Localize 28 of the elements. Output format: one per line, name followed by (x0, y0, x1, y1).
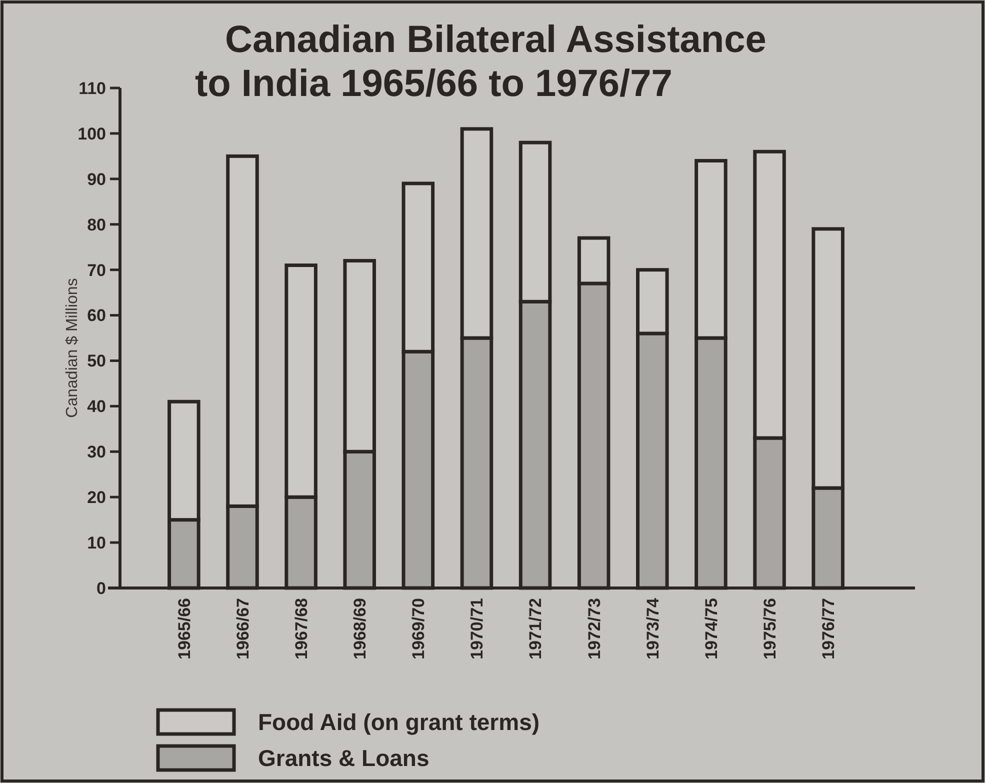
x-tick-label: 1975/76 (760, 598, 780, 660)
y-tick-label: 30 (87, 442, 106, 462)
x-tick-label: 1966/67 (233, 598, 252, 660)
y-axis-title: Canadian $ Millions (64, 278, 81, 418)
x-tick-label: 1967/68 (292, 598, 311, 660)
x-tick-label: 1968/69 (350, 598, 370, 660)
y-tick-label: 10 (87, 533, 106, 552)
y-tick-label: 80 (87, 215, 106, 234)
x-tick-label: 1973/74 (643, 597, 662, 660)
legend-label: Grants & Loans (258, 745, 430, 772)
y-tick-label: 100 (78, 124, 106, 144)
x-tick-label: 1971/72 (526, 598, 546, 660)
y-tick-label: 70 (87, 260, 106, 280)
y-tick-label: 50 (87, 352, 106, 371)
y-tick-label: 0 (96, 578, 106, 598)
x-tick-label: 1965/66 (174, 598, 194, 660)
y-tick-label: 60 (87, 306, 106, 326)
y-tick-label: 90 (87, 170, 106, 189)
y-tick-label: 20 (87, 488, 106, 508)
x-tick-label: 1976/77 (819, 598, 838, 660)
y-tick-label: 40 (87, 397, 106, 416)
x-tick-label: 1969/70 (409, 598, 428, 660)
y-tick-label: 110 (78, 78, 106, 98)
x-tick-label: 1972/73 (584, 598, 604, 660)
x-tick-label: 1974/75 (702, 598, 721, 660)
x-tick-label: 1970/71 (468, 598, 487, 660)
legend-label: Food Aid (on grant terms) (258, 709, 540, 736)
chart-title: Canadian Bilateral Assistance to India 1965/66 to 1976/77 (195, 19, 766, 105)
